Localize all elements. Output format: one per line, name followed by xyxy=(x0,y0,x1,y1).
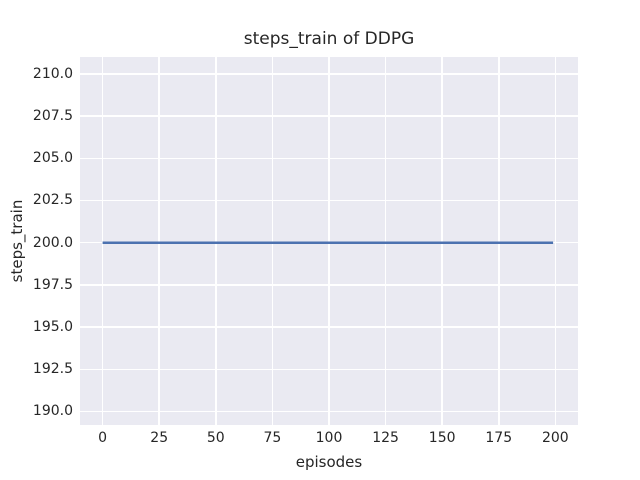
gridline-vertical xyxy=(158,57,160,425)
gridline-horizontal xyxy=(80,73,578,75)
y-tick-label: 207.5 xyxy=(32,108,73,125)
plot-area xyxy=(80,57,578,425)
x-tick-label: 150 xyxy=(428,430,456,446)
x-tick-label: 0 xyxy=(98,430,108,446)
y-tick-label: 192.5 xyxy=(32,361,73,378)
gridline-vertical xyxy=(498,57,500,425)
gridline-vertical xyxy=(215,57,217,425)
x-tick-label: 200 xyxy=(541,430,569,446)
x-tick-label: 175 xyxy=(485,430,513,446)
y-tick-label: 210.0 xyxy=(32,65,73,82)
gridline-horizontal xyxy=(80,410,578,413)
gridline-horizontal xyxy=(80,368,578,371)
x-tick-label: 75 xyxy=(263,430,282,446)
y-tick-label: 197.5 xyxy=(32,276,73,293)
chart-title: steps_train of DDPG xyxy=(243,29,415,49)
y-tick-label: 200.0 xyxy=(32,234,73,251)
gridline-vertical xyxy=(384,57,387,425)
data-line xyxy=(102,241,554,244)
y-tick-label: 195.0 xyxy=(32,319,73,336)
gridline-vertical xyxy=(101,57,104,425)
gridline-horizontal xyxy=(80,326,578,328)
gridline-vertical xyxy=(328,57,330,425)
x-tick-label: 125 xyxy=(372,430,399,446)
y-tick-label: 205.0 xyxy=(32,150,73,167)
gridline-horizontal xyxy=(80,199,578,202)
x-tick-label: 100 xyxy=(315,430,343,446)
x-tick-label: 25 xyxy=(150,430,169,446)
gridline-horizontal xyxy=(80,284,578,286)
y-tick-label: 190.0 xyxy=(32,403,73,420)
gridline-horizontal xyxy=(80,157,578,160)
x-tick-label: 50 xyxy=(206,430,225,446)
x-axis-label: episodes xyxy=(295,453,363,471)
gridline-vertical xyxy=(554,57,557,425)
gridline-vertical xyxy=(271,57,274,425)
gridline-horizontal xyxy=(80,115,578,117)
y-tick-label: 202.5 xyxy=(32,192,73,209)
gridline-vertical xyxy=(441,57,443,425)
